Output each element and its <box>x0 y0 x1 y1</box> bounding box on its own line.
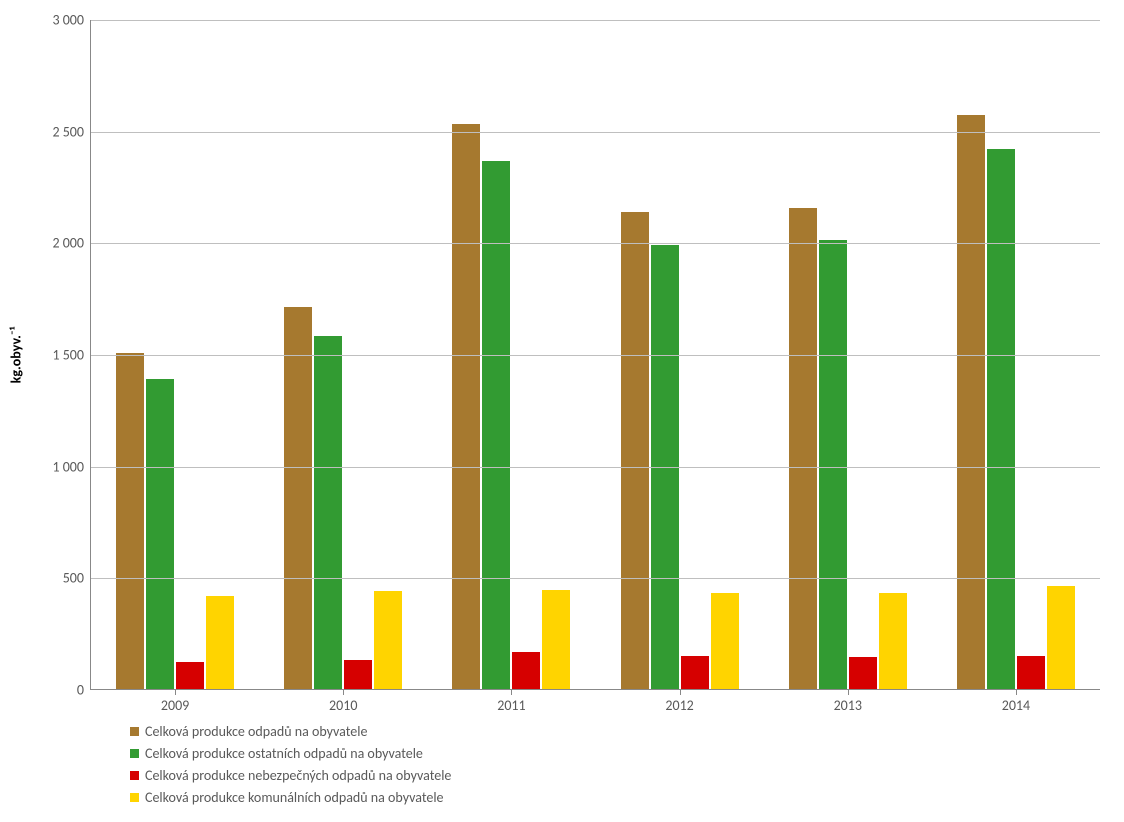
legend-swatch <box>130 771 139 780</box>
bar-municipal <box>542 590 570 689</box>
x-tick-label: 2014 <box>1002 689 1030 714</box>
legend-swatch <box>130 793 139 802</box>
y-tick-label: 3 000 <box>24 12 84 29</box>
bar-cluster <box>621 212 739 689</box>
y-tick-label: 2 000 <box>24 235 84 252</box>
x-tick-label: 2011 <box>497 689 525 714</box>
bar-other <box>314 336 342 689</box>
bar-total <box>116 353 144 689</box>
x-tick-label: 2009 <box>161 689 189 714</box>
bar-municipal <box>879 593 907 689</box>
legend-item-other: Celková produkce ostatních odpadů na oby… <box>130 742 451 764</box>
bar-total <box>621 212 649 689</box>
x-tick-label: 2012 <box>665 689 693 714</box>
gridline <box>91 243 1100 244</box>
x-tick-label: 2013 <box>834 689 862 714</box>
bar-hazardous <box>344 660 372 689</box>
legend-item-municipal: Celková produkce komunálních odpadů na o… <box>130 786 451 808</box>
chart-container: kg.obyv.⁻¹ 200920102011201220132014 Celk… <box>0 0 1124 822</box>
bar-cluster <box>452 124 570 689</box>
gridline <box>91 578 1100 579</box>
bar-other <box>146 379 174 689</box>
y-tick-label: 2 500 <box>24 123 84 140</box>
legend-label: Celková produkce odpadů na obyvatele <box>145 723 367 740</box>
x-tick-label: 2010 <box>329 689 357 714</box>
bar-hazardous <box>681 656 709 690</box>
legend-item-total: Celková produkce odpadů na obyvatele <box>130 720 451 742</box>
plot-area: 200920102011201220132014 <box>90 20 1100 690</box>
bar-cluster <box>789 208 907 689</box>
bar-total <box>284 307 312 689</box>
legend: Celková produkce odpadů na obyvatele Celk… <box>130 720 451 808</box>
y-axis-title: kg.obyv.⁻¹ <box>8 327 25 384</box>
bar-municipal <box>1047 586 1075 689</box>
legend-item-hazardous: Celková produkce nebezpečných odpadů na … <box>130 764 451 786</box>
bar-other <box>987 149 1015 689</box>
bar-cluster <box>957 115 1075 689</box>
y-tick-label: 1 500 <box>24 347 84 364</box>
gridline <box>91 467 1100 468</box>
bar-other <box>819 240 847 689</box>
y-tick-label: 500 <box>24 570 84 587</box>
bar-other <box>482 161 510 689</box>
bar-hazardous <box>849 657 877 689</box>
legend-label: Celková produkce nebezpečných odpadů na … <box>145 767 451 784</box>
bar-hazardous <box>176 662 204 689</box>
bar-hazardous <box>1017 656 1045 690</box>
gridline <box>91 355 1100 356</box>
legend-label: Celková produkce ostatních odpadů na oby… <box>145 745 423 762</box>
bar-municipal <box>374 591 402 689</box>
bar-hazardous <box>512 652 540 689</box>
legend-label: Celková produkce komunálních odpadů na o… <box>145 789 444 806</box>
legend-swatch <box>130 727 139 736</box>
bar-total <box>452 124 480 689</box>
y-tick-label: 1 000 <box>24 458 84 475</box>
bar-municipal <box>711 593 739 689</box>
legend-swatch <box>130 749 139 758</box>
gridline <box>91 132 1100 133</box>
gridline <box>91 20 1100 21</box>
bar-municipal <box>206 596 234 689</box>
bar-total <box>957 115 985 689</box>
bar-cluster <box>284 307 402 689</box>
y-tick-label: 0 <box>24 682 84 699</box>
bar-cluster <box>116 353 234 689</box>
bar-total <box>789 208 817 689</box>
